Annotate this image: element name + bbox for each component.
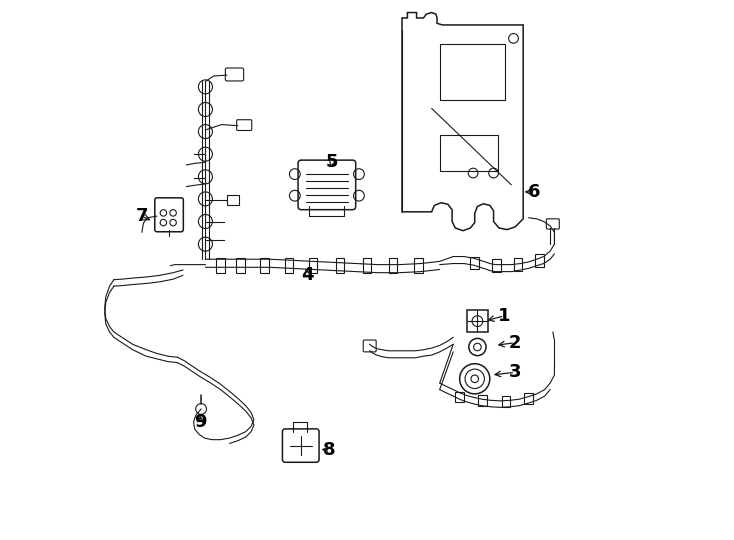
Text: 8: 8 (323, 441, 335, 460)
Text: 9: 9 (194, 413, 206, 431)
Bar (335, 258, 344, 273)
Text: 5: 5 (326, 153, 338, 171)
Bar (501, 396, 510, 407)
Bar (261, 258, 269, 273)
Bar (285, 258, 293, 273)
Bar (440, 135, 498, 171)
Text: 2: 2 (509, 334, 521, 352)
Text: 1: 1 (498, 307, 511, 325)
Bar (363, 258, 371, 273)
Bar (514, 258, 522, 271)
Bar (236, 258, 244, 273)
Text: 3: 3 (509, 363, 521, 381)
Bar (227, 194, 239, 205)
Bar (440, 44, 506, 100)
Bar (415, 258, 423, 273)
Bar (455, 392, 464, 402)
Bar (492, 259, 501, 272)
Bar (309, 258, 317, 273)
Bar (388, 258, 397, 273)
Text: 6: 6 (528, 183, 540, 201)
Text: 4: 4 (302, 266, 314, 285)
Bar (535, 254, 544, 267)
Bar (217, 258, 225, 273)
Bar (470, 256, 479, 269)
Bar (467, 310, 488, 332)
Bar (478, 395, 487, 406)
Text: 7: 7 (136, 207, 148, 225)
Bar (524, 393, 533, 404)
